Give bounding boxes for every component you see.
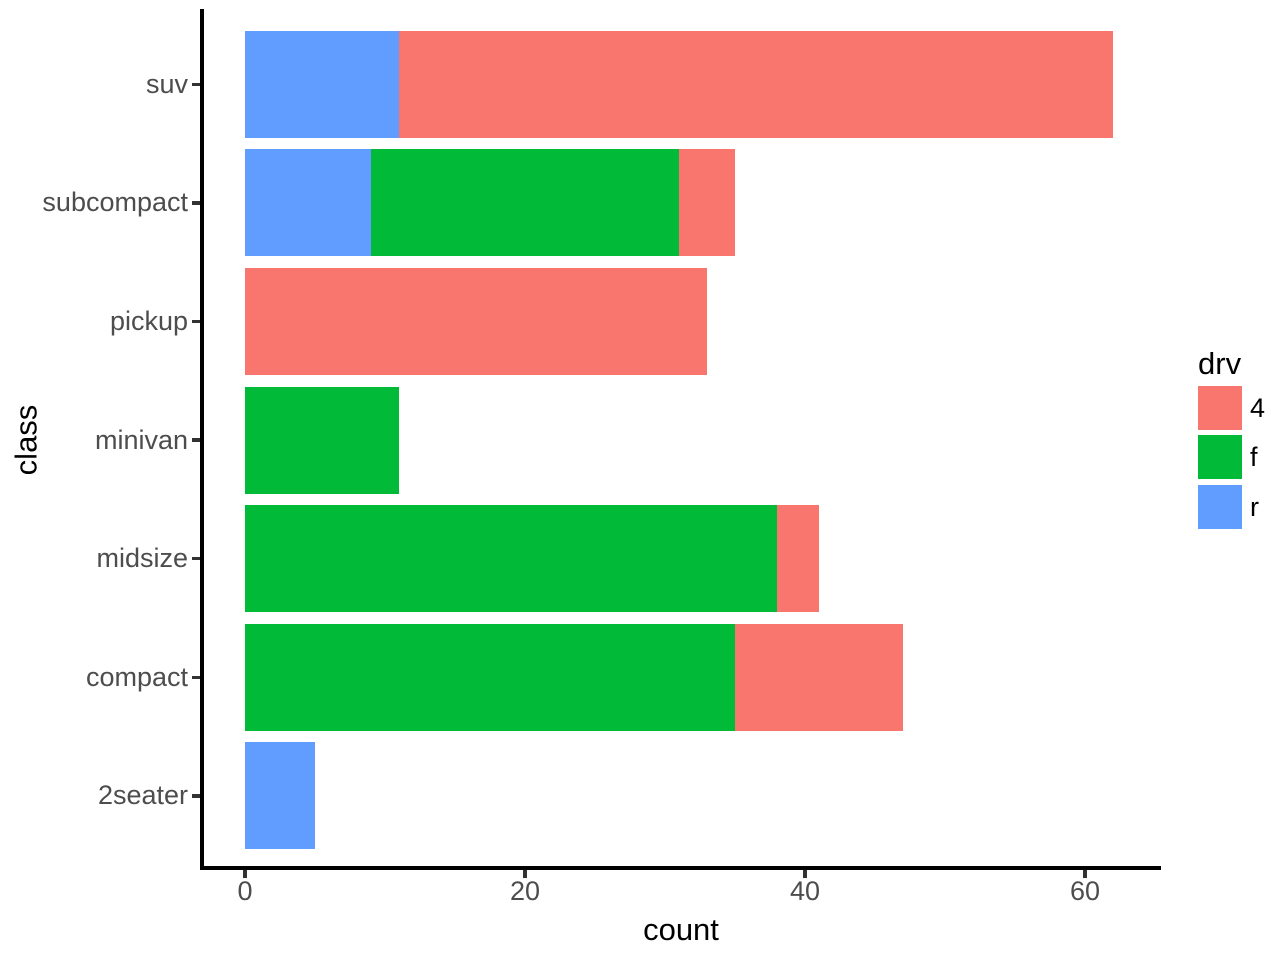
legend-title: drv [1198,346,1242,381]
y-tick-label-compact: compact [85,661,188,692]
legend-label-f: f [1250,442,1258,473]
legend-label-4: 4 [1250,393,1266,423]
bar-segment-pickup-4 [245,268,707,375]
bar-segment-suv-4 [399,30,1113,138]
bar-segment-compact-4 [735,623,903,731]
bar-segment-2seater-r [245,742,315,850]
y-tick-pickup [192,319,200,324]
y-tick-label-suv: suv [145,68,188,99]
x-tick-20 [523,869,527,878]
bar-segment-compact-f [245,623,735,731]
legend-key-r [1198,484,1242,529]
y-tick-suv [192,82,200,87]
x-tick-0 [243,869,247,878]
x-tick-label-40: 40 [789,876,821,906]
x-tick-60 [1083,869,1087,878]
y-tick-subcompact [192,201,200,205]
x-tick-label-0: 0 [237,876,253,906]
x-axis-title: count [643,912,719,947]
bar-segment-midsize-f [245,505,777,613]
x-tick-label-20: 20 [509,876,541,906]
legend-key-4 [1198,386,1242,430]
y-tick-label-midsize: midsize [96,543,188,574]
bar-segment-subcompact-4 [679,149,735,257]
bar-segment-subcompact-f [371,149,679,257]
y-axis-title: class [8,404,44,476]
y-tick-midsize [192,556,200,561]
y-tick-label-minivan: minivan [94,424,188,455]
y-axis-line [200,9,204,870]
x-tick-40 [803,869,807,878]
bar-segment-midsize-4 [777,505,819,613]
legend-label-r: r [1250,491,1259,522]
legend-key-f [1198,435,1242,480]
bar-segment-suv-r [245,30,399,138]
bar-segment-subcompact-r [245,149,371,257]
x-axis-line [200,866,1161,870]
x-tick-label-60: 60 [1069,876,1101,906]
y-tick-label-pickup: pickup [109,306,188,336]
y-tick-minivan [192,438,200,442]
y-tick-compact [192,675,200,680]
y-tick-2seater [192,794,200,798]
y-tick-label-2seater: 2seater [97,780,188,811]
bar-segment-minivan-f [245,386,399,494]
y-tick-label-subcompact: subcompact [42,187,188,218]
